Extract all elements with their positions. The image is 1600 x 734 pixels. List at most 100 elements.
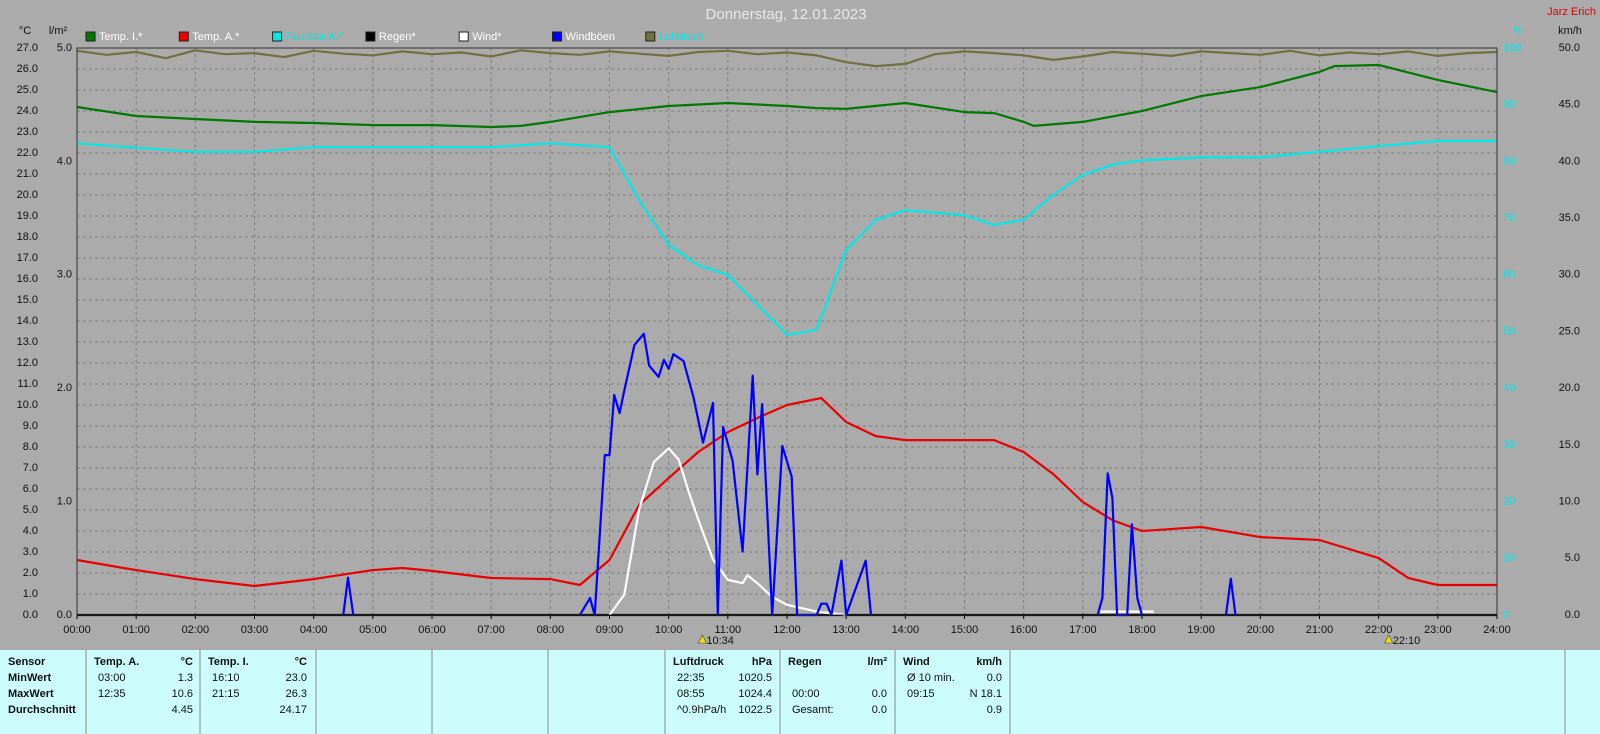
legend-swatch — [552, 31, 562, 42]
x-tick-label: 02:00 — [182, 624, 210, 636]
y-tick-label: 25.0 — [1559, 325, 1580, 337]
y-tick-label: 0.0 — [1565, 609, 1580, 621]
author: Jarz Erich — [1547, 6, 1596, 18]
x-tick-label: 18:00 — [1128, 624, 1156, 636]
y-tick-label: 30 — [1503, 439, 1515, 451]
y-tick-label: 6.0 — [23, 483, 38, 495]
y-tick-label: 3.0 — [57, 269, 72, 281]
group-name: Wind — [903, 656, 930, 668]
x-tick-label: 16:00 — [1010, 624, 1038, 636]
y-tick-label: 0.0 — [23, 609, 38, 621]
x-tick-label: 19:00 — [1187, 624, 1215, 636]
y-tick-label: 24.0 — [17, 105, 38, 117]
y-tick-label: 9.0 — [23, 420, 38, 432]
x-tick-label: 04:00 — [300, 624, 328, 636]
group-unit: l/m² — [867, 656, 887, 668]
x-tick-label: 07:00 — [477, 624, 505, 636]
y-tick-label: 15.0 — [17, 294, 38, 306]
y-tick-label: 21.0 — [17, 168, 38, 180]
group-name: Temp. A. — [94, 656, 139, 668]
legend-label: Luftdruck — [659, 31, 705, 43]
x-tick-label: 14:00 — [892, 624, 920, 636]
y-tick-label: 20.0 — [1559, 382, 1580, 394]
x-tick-label: 23:00 — [1424, 624, 1452, 636]
x-tick-label: 10:00 — [655, 624, 683, 636]
y-tick-label: 50 — [1503, 325, 1515, 337]
y-tick-label: 70 — [1503, 212, 1515, 224]
cell-time: 21:15 — [212, 688, 240, 700]
group-name: Regen — [788, 656, 822, 668]
x-tick-label: 05:00 — [359, 624, 387, 636]
group-unit: °C — [295, 656, 307, 668]
x-tick-label: 22:00 — [1365, 624, 1393, 636]
cell-time: Gesamt: — [792, 704, 834, 716]
y-tick-label: 80 — [1503, 155, 1515, 167]
series-line — [608, 447, 1154, 617]
y-tick-label: 5.0 — [23, 504, 38, 516]
y-tick-label: 2.0 — [57, 382, 72, 394]
y-tick-label: 14.0 — [17, 315, 38, 327]
x-tick-label: 06:00 — [418, 624, 446, 636]
y-tick-label: 3.0 — [23, 546, 38, 558]
cell-time: 16:10 — [212, 672, 240, 684]
cell-value: 4.45 — [172, 704, 193, 716]
y-tick-label: 45.0 — [1559, 99, 1580, 111]
y-tick-label: 17.0 — [17, 252, 38, 264]
cell-time: 08:55 — [677, 688, 705, 700]
series-line — [76, 49, 1498, 68]
x-tick-label: 00:00 — [63, 624, 91, 636]
cell-value: 0.0 — [987, 672, 1002, 684]
group-name: Luftdruck — [673, 656, 725, 668]
y-tick-label: 18.0 — [17, 231, 38, 243]
y-tick-label: 10.0 — [17, 399, 38, 411]
legend-label: Regen* — [379, 31, 416, 43]
chart-title: Donnerstag, 12.01.2023 — [706, 6, 867, 23]
cell-value: 26.3 — [286, 688, 307, 700]
y-tick-label: 12.0 — [17, 357, 38, 369]
y-tick-label: 15.0 — [1559, 439, 1580, 451]
axis-title: °C — [19, 25, 31, 37]
series-line — [342, 332, 1237, 617]
y-tick-label: 19.0 — [17, 210, 38, 222]
legend-label: Wind* — [472, 31, 502, 43]
axis-title: km/h — [1558, 25, 1582, 37]
y-tick-label: 26.0 — [17, 63, 38, 75]
x-tick-label: 17:00 — [1069, 624, 1097, 636]
legend-label: Feuchte A.* — [286, 31, 344, 43]
y-tick-label: 90 — [1503, 99, 1515, 111]
x-tick-label: 20:00 — [1247, 624, 1275, 636]
cell-value: 1022.5 — [738, 704, 772, 716]
cell-time: ^0.9hPa/h — [677, 704, 726, 716]
y-tick-label: 40.0 — [1559, 155, 1580, 167]
y-tick-label: 10 — [1503, 552, 1515, 564]
cell-time: 12:35 — [98, 688, 126, 700]
group-unit: °C — [181, 656, 193, 668]
cell-time: Ø 10 min. — [907, 672, 955, 684]
cell-value: 0.9 — [987, 704, 1002, 716]
group-unit: km/h — [976, 656, 1002, 668]
footer-background — [0, 650, 1600, 734]
x-tick-label: 13:00 — [832, 624, 860, 636]
legend-swatch — [458, 31, 469, 42]
y-tick-label: 1.0 — [23, 588, 38, 600]
y-tick-label: 25.0 — [17, 84, 38, 96]
marker-label: 22:10 — [1393, 635, 1421, 647]
row-label: MinWert — [8, 672, 52, 684]
cell-value: 23.0 — [286, 672, 307, 684]
cell-value: 1024.4 — [738, 688, 772, 700]
row-label: MaxWert — [8, 688, 54, 700]
y-tick-label: 60 — [1503, 269, 1515, 281]
y-tick-label: 1.0 — [57, 496, 72, 508]
cell-value: 1.3 — [178, 672, 193, 684]
x-tick-label: 15:00 — [951, 624, 979, 636]
y-tick-label: 4.0 — [23, 525, 38, 537]
marker-label: 10:34 — [706, 635, 734, 647]
legend-label: Windböen — [566, 31, 616, 43]
y-tick-label: 27.0 — [17, 42, 38, 54]
x-tick-label: 11:00 — [714, 624, 741, 636]
y-tick-label: 23.0 — [17, 126, 38, 138]
x-tick-label: 09:00 — [596, 624, 624, 636]
legend-label: Temp. I.* — [99, 31, 143, 43]
